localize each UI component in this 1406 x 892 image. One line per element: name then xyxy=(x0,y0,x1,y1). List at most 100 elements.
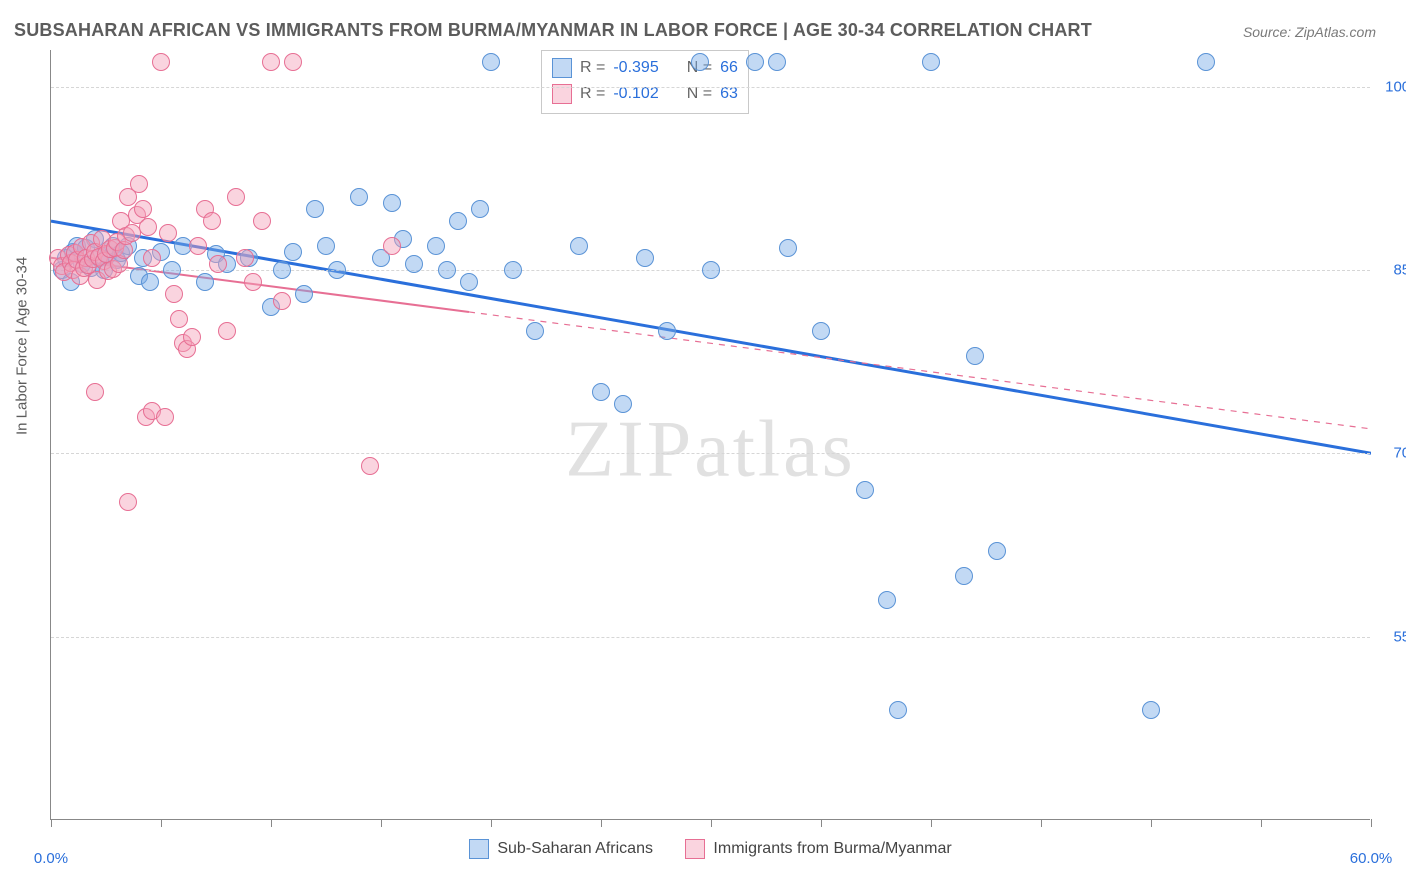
data-point-subsaharan xyxy=(460,273,478,291)
data-point-burma xyxy=(134,200,152,218)
data-point-burma xyxy=(139,218,157,236)
data-point-subsaharan xyxy=(955,567,973,585)
data-point-subsaharan xyxy=(702,261,720,279)
data-point-burma xyxy=(156,408,174,426)
data-point-subsaharan xyxy=(658,322,676,340)
gridline-h xyxy=(51,637,1370,638)
data-point-burma xyxy=(236,249,254,267)
data-point-subsaharan xyxy=(526,322,544,340)
data-point-subsaharan xyxy=(405,255,423,273)
x-tick xyxy=(821,819,822,827)
data-point-subsaharan xyxy=(295,285,313,303)
data-point-burma xyxy=(203,212,221,230)
data-point-subsaharan xyxy=(779,239,797,257)
legend-label: Immigrants from Burma/Myanmar xyxy=(713,840,951,858)
data-point-subsaharan xyxy=(768,53,786,71)
data-point-burma xyxy=(119,493,137,511)
data-point-burma xyxy=(253,212,271,230)
data-point-subsaharan xyxy=(163,261,181,279)
x-tick xyxy=(1151,819,1152,827)
swatch-subsaharan xyxy=(552,58,572,78)
data-point-burma xyxy=(159,224,177,242)
y-tick-label: 85.0% xyxy=(1376,262,1406,279)
data-point-burma xyxy=(130,175,148,193)
data-point-burma xyxy=(284,53,302,71)
data-point-burma xyxy=(86,383,104,401)
x-tick xyxy=(1371,819,1372,827)
r-value-burma: -0.102 xyxy=(613,81,658,107)
r-label: R = xyxy=(580,55,605,81)
data-point-subsaharan xyxy=(889,701,907,719)
data-point-subsaharan xyxy=(878,591,896,609)
data-point-subsaharan xyxy=(746,53,764,71)
data-point-subsaharan xyxy=(273,261,291,279)
data-point-subsaharan xyxy=(482,53,500,71)
data-point-subsaharan xyxy=(812,322,830,340)
data-point-burma xyxy=(227,188,245,206)
x-tick xyxy=(491,819,492,827)
x-tick-label: 60.0% xyxy=(1350,850,1393,867)
x-tick-label: 0.0% xyxy=(34,850,68,867)
gridline-h xyxy=(51,453,1370,454)
data-point-subsaharan xyxy=(856,481,874,499)
legend-series: Sub-Saharan Africans Immigrants from Bur… xyxy=(51,839,1370,864)
data-point-burma xyxy=(262,53,280,71)
watermark: ZIPatlas xyxy=(565,404,856,495)
x-tick xyxy=(51,819,52,827)
data-point-subsaharan xyxy=(284,243,302,261)
data-point-burma xyxy=(273,292,291,310)
legend-row-burma: R = -0.102 N = 63 xyxy=(552,81,738,107)
n-label: N = xyxy=(687,81,712,107)
y-axis-title: In Labor Force | Age 30-34 xyxy=(14,257,31,435)
data-point-burma xyxy=(244,273,262,291)
legend-item-burma: Immigrants from Burma/Myanmar xyxy=(685,839,951,859)
x-tick xyxy=(711,819,712,827)
r-value-subsaharan: -0.395 xyxy=(613,55,658,81)
x-tick xyxy=(271,819,272,827)
data-point-subsaharan xyxy=(427,237,445,255)
data-point-burma xyxy=(218,322,236,340)
y-tick-label: 55.0% xyxy=(1376,628,1406,645)
swatch-burma xyxy=(685,839,705,859)
n-value-burma: 63 xyxy=(720,81,738,107)
data-point-subsaharan xyxy=(438,261,456,279)
data-point-subsaharan xyxy=(966,347,984,365)
data-point-subsaharan xyxy=(196,273,214,291)
x-tick xyxy=(601,819,602,827)
data-point-subsaharan xyxy=(1197,53,1215,71)
data-point-subsaharan xyxy=(636,249,654,267)
data-point-burma xyxy=(361,457,379,475)
data-point-subsaharan xyxy=(988,542,1006,560)
data-point-subsaharan xyxy=(1142,701,1160,719)
legend-label: Sub-Saharan Africans xyxy=(497,840,653,858)
gridline-h xyxy=(51,87,1370,88)
data-point-burma xyxy=(170,310,188,328)
y-tick-label: 100.0% xyxy=(1376,78,1406,95)
data-point-subsaharan xyxy=(317,237,335,255)
legend-correlation: R = -0.395 N = 66 R = -0.102 N = 63 xyxy=(541,50,749,114)
data-point-burma xyxy=(143,249,161,267)
x-tick xyxy=(161,819,162,827)
data-point-subsaharan xyxy=(383,194,401,212)
data-point-burma xyxy=(165,285,183,303)
data-point-subsaharan xyxy=(691,53,709,71)
swatch-subsaharan xyxy=(469,839,489,859)
data-point-subsaharan xyxy=(350,188,368,206)
plot-area: ZIPatlas R = -0.395 N = 66 R = -0.102 N … xyxy=(50,50,1370,820)
y-tick-label: 70.0% xyxy=(1376,445,1406,462)
x-tick xyxy=(1261,819,1262,827)
data-point-subsaharan xyxy=(922,53,940,71)
n-value-subsaharan: 66 xyxy=(720,55,738,81)
trendline-dash-burma xyxy=(469,312,1371,429)
data-point-subsaharan xyxy=(306,200,324,218)
x-tick xyxy=(931,819,932,827)
legend-item-subsaharan: Sub-Saharan Africans xyxy=(469,839,653,859)
data-point-subsaharan xyxy=(592,383,610,401)
data-point-subsaharan xyxy=(504,261,522,279)
data-point-subsaharan xyxy=(570,237,588,255)
data-point-subsaharan xyxy=(614,395,632,413)
x-tick xyxy=(1041,819,1042,827)
legend-row-subsaharan: R = -0.395 N = 66 xyxy=(552,55,738,81)
source-label: Source: ZipAtlas.com xyxy=(1243,24,1376,40)
x-tick xyxy=(381,819,382,827)
